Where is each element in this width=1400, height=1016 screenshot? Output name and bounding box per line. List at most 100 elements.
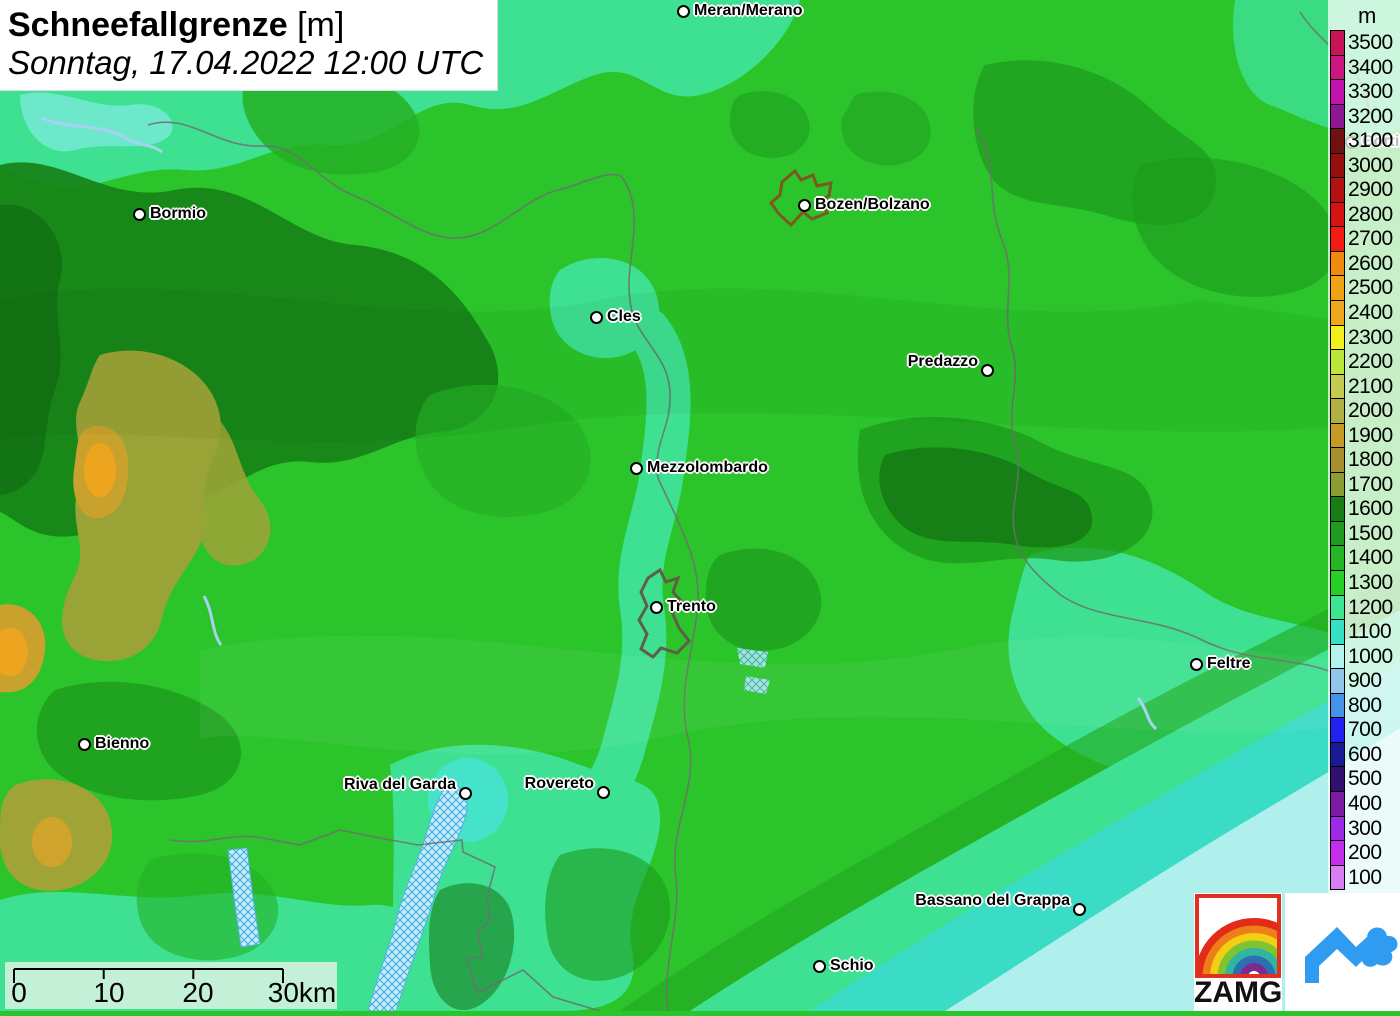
- legend-value-label: 1000: [1348, 644, 1393, 668]
- legend-color-swatch: [1330, 226, 1345, 252]
- legend-color-swatch: [1330, 840, 1345, 866]
- scalebar-label: 10: [93, 977, 125, 1008]
- legend-entry: 2100: [1328, 373, 1400, 400]
- legend-color-swatch: [1330, 741, 1345, 768]
- legend-color-swatch: [1330, 619, 1345, 645]
- legend-color-swatch: [1330, 790, 1345, 817]
- legend-color-swatch: [1330, 471, 1345, 498]
- legend-value-label: 2900: [1348, 178, 1393, 202]
- legend-color-swatch: [1330, 275, 1345, 302]
- title-unit: [m]: [287, 6, 345, 44]
- legend-value-label: 200: [1348, 841, 1382, 865]
- legend-color-swatch: [1330, 201, 1345, 228]
- partner-logo: [1285, 893, 1400, 1011]
- legend-entry: 1100: [1328, 619, 1400, 645]
- legend-value-label: 1100: [1348, 620, 1392, 644]
- legend-color-swatch: [1330, 152, 1345, 179]
- legend-color-swatch: [1330, 864, 1345, 891]
- legend-entry: 1700: [1328, 471, 1400, 498]
- map-title-box: Schneefallgrenze [m] Sonntag, 17.04.2022…: [0, 0, 498, 91]
- legend-color-scale: 3500 3400 3300 3200 3100 3000 2900 2800 2700 2600…: [1328, 30, 1400, 891]
- legend-color-swatch: [1330, 373, 1345, 400]
- legend-entry: 900: [1328, 668, 1400, 694]
- legend-color-swatch: [1330, 570, 1345, 596]
- legend-entry: 1900: [1328, 422, 1400, 449]
- legend-value-label: 900: [1348, 669, 1382, 693]
- legend-value-label: 2000: [1348, 399, 1393, 423]
- title-datetime: Sonntag, 17.04.2022 12:00 UTC: [8, 44, 484, 82]
- legend-entry: 2900: [1328, 177, 1400, 203]
- title-heading: Schneefallgrenze: [8, 6, 288, 44]
- legend-color-swatch: [1330, 177, 1345, 203]
- legend-value-label: 500: [1348, 767, 1382, 791]
- legend-color-swatch: [1330, 692, 1345, 719]
- legend-value-label: 800: [1348, 693, 1382, 717]
- legend-value-label: 400: [1348, 791, 1382, 815]
- legend-color-swatch: [1330, 545, 1345, 572]
- legend-entry: 1000: [1328, 643, 1400, 670]
- legend-entry: 1800: [1328, 447, 1400, 473]
- legend-value-label: 1600: [1348, 497, 1393, 521]
- legend-value-label: 1200: [1348, 595, 1393, 619]
- legend-value-label: 300: [1348, 816, 1382, 840]
- legend-value-label: 1400: [1348, 546, 1393, 570]
- legend-value-label: 1700: [1348, 472, 1393, 496]
- legend-value-label: 2800: [1348, 202, 1393, 226]
- legend-entry: 600: [1328, 741, 1400, 768]
- legend-entry: 700: [1328, 717, 1400, 743]
- legend-value-label: 3500: [1348, 31, 1393, 54]
- legend-color-swatch: [1330, 668, 1345, 694]
- legend-entry: 2500: [1328, 275, 1400, 302]
- legend-value-label: 1900: [1348, 423, 1393, 447]
- legend-value-label: 1500: [1348, 521, 1393, 545]
- legend-color-swatch: [1330, 30, 1345, 56]
- legend-entry: 2400: [1328, 300, 1400, 326]
- elevation-legend: m 3500 3400 3300 3200 3100 3000 2900 2800 2700 26…: [1328, 0, 1400, 897]
- legend-color-swatch: [1330, 250, 1345, 277]
- legend-entry: 500: [1328, 766, 1400, 792]
- legend-entry: 2000: [1328, 398, 1400, 424]
- legend-value-label: 3100: [1348, 129, 1393, 153]
- legend-entry: 1600: [1328, 496, 1400, 522]
- legend-value-label: 2200: [1348, 350, 1393, 374]
- legend-entry: 3300: [1328, 79, 1400, 105]
- legend-entry: 1400: [1328, 545, 1400, 572]
- legend-color-swatch: [1330, 717, 1345, 743]
- legend-value-label: 3400: [1348, 55, 1393, 79]
- legend-color-swatch: [1330, 103, 1345, 130]
- legend-value-label: 2700: [1348, 227, 1393, 251]
- legend-value-label: 3300: [1348, 80, 1393, 104]
- legend-color-swatch: [1330, 349, 1345, 375]
- legend-color-swatch: [1330, 398, 1345, 424]
- scalebar-label: 0: [11, 977, 27, 1008]
- legend-entry: 3500: [1328, 30, 1400, 56]
- zamg-logo: ZAMG: [1194, 893, 1282, 1011]
- legend-entry: 1200: [1328, 594, 1400, 621]
- legend-entry: 2600: [1328, 250, 1400, 277]
- scalebar-ruler-icon: [13, 968, 284, 983]
- legend-color-swatch: [1330, 79, 1345, 105]
- legend-entry: 3400: [1328, 54, 1400, 81]
- legend-value-label: 600: [1348, 742, 1382, 766]
- legend-color-swatch: [1330, 324, 1345, 351]
- legend-color-swatch: [1330, 766, 1345, 792]
- legend-entry: 3200: [1328, 103, 1400, 130]
- legend-entry: 2200: [1328, 349, 1400, 375]
- legend-value-label: 2600: [1348, 251, 1393, 275]
- legend-entry: 200: [1328, 840, 1400, 866]
- legend-value-label: 2500: [1348, 276, 1393, 300]
- legend-entry: 1500: [1328, 520, 1400, 547]
- scalebar-label: 20: [182, 977, 214, 1008]
- legend-value-label: 700: [1348, 718, 1382, 742]
- legend-value-label: 2100: [1348, 374, 1393, 398]
- legend-value-label: 2300: [1348, 325, 1393, 349]
- legend-entry: 800: [1328, 692, 1400, 719]
- legend-color-swatch: [1330, 422, 1345, 449]
- legend-color-swatch: [1330, 300, 1345, 326]
- legend-color-swatch: [1330, 447, 1345, 473]
- legend-entry: 2300: [1328, 324, 1400, 351]
- legend-entry: 3000: [1328, 152, 1400, 179]
- zamg-wordmark: ZAMG: [1194, 976, 1283, 1009]
